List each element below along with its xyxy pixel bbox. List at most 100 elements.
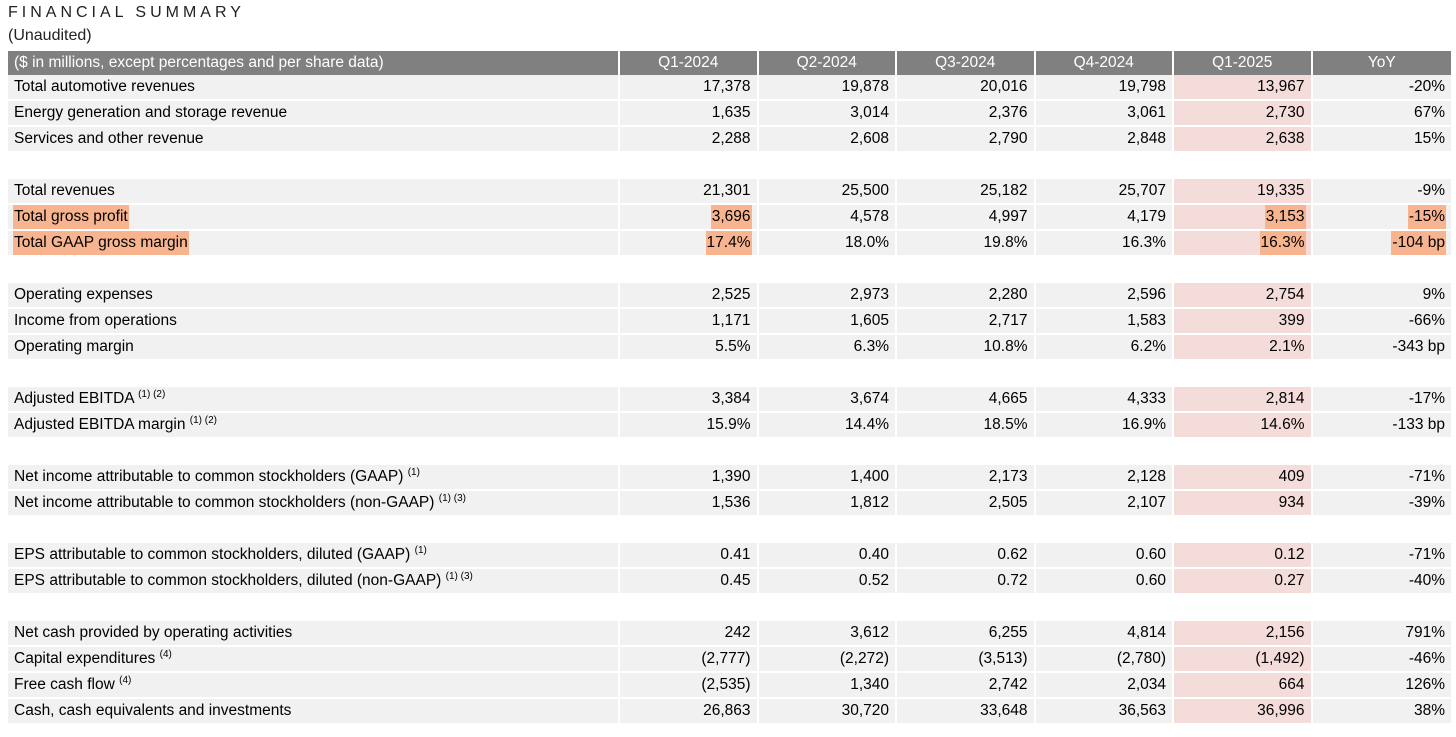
cell-value: 1,583: [1127, 312, 1166, 329]
header-yoy: YoY: [1312, 51, 1451, 75]
cell-value: 19,335: [1257, 182, 1305, 199]
row-label: Total revenues: [14, 182, 115, 199]
spacer-cell: [1035, 257, 1174, 283]
cell-value: 17.4%: [705, 231, 752, 255]
row-label: Net income attributable to common stockh…: [14, 468, 404, 485]
cell-value: 2,790: [988, 130, 1028, 147]
footnote-marker: (1) (3): [445, 570, 473, 582]
spacer-cell: [620, 153, 759, 179]
cell-value: 3,384: [711, 390, 751, 407]
row-label-cell: Adjusted EBITDA (1) (2): [8, 387, 620, 413]
cell-value: 38%: [1413, 702, 1445, 719]
cell-value: (2,272): [839, 650, 889, 667]
value-cell-q4-2024: 2,596: [1035, 283, 1174, 309]
cell-value: 4,814: [1127, 624, 1166, 641]
value-cell-q1-2024: 15.9%: [620, 413, 759, 439]
cell-value: 36,563: [1118, 702, 1166, 719]
value-cell-q3-2024: 18.5%: [897, 413, 1036, 439]
cell-value: 2,973: [850, 286, 889, 303]
cell-value: 15%: [1413, 130, 1445, 147]
cell-value: 14.6%: [1260, 416, 1305, 433]
value-cell-q2-2024: 2,608: [758, 127, 897, 153]
cell-value: 67%: [1413, 104, 1445, 121]
value-cell-q1-2024: 3,384: [620, 387, 759, 413]
row-label: Total automotive revenues: [14, 78, 195, 95]
spacer-cell: [1035, 153, 1174, 179]
value-cell-yoy: -46%: [1312, 647, 1451, 673]
table-row: Capital expenditures (4) (2,777) (2,272) (3…: [8, 647, 1451, 673]
cell-value: 21,301: [703, 182, 751, 199]
header-q1-2024: Q1-2024: [620, 51, 759, 75]
header-q4-2024: Q4-2024: [1035, 51, 1174, 75]
value-cell-q4-2024: 25,707: [1035, 179, 1174, 205]
cell-value: 16.9%: [1122, 416, 1166, 433]
cell-value: 2,288: [711, 130, 751, 147]
value-cell-q3-2024: 2,505: [897, 491, 1036, 517]
footnote-marker: (1) (3): [438, 492, 466, 504]
cell-value: 25,182: [980, 182, 1028, 199]
value-cell-q2-2024: 4,578: [758, 205, 897, 231]
spacer-cell: [1312, 439, 1451, 465]
cell-value: 26,863: [703, 702, 751, 719]
table-row: Total automotive revenues 17,378 19,878 20,…: [8, 75, 1451, 101]
cell-value: (2,777): [701, 650, 751, 667]
value-cell-q2-2024: 1,812: [758, 491, 897, 517]
footnote-marker: (1): [407, 466, 420, 478]
row-label-cell: Total gross profit: [8, 205, 620, 231]
row-label-cell: EPS attributable to common stockholders,…: [8, 569, 620, 595]
value-cell-q2-2024: 3,612: [758, 621, 897, 647]
row-label: Income from operations: [14, 312, 177, 329]
value-cell-yoy: 38%: [1312, 699, 1451, 725]
row-label-cell: Cash, cash equivalents and investments: [8, 699, 620, 725]
spacer-cell: [1174, 361, 1313, 387]
value-cell-yoy: -15%: [1312, 205, 1451, 231]
value-cell-yoy: -40%: [1312, 569, 1451, 595]
table-row: Net income attributable to common stockh…: [8, 465, 1451, 491]
value-cell-q1-2024: 2,288: [620, 127, 759, 153]
cell-value: 4,179: [1127, 208, 1166, 225]
cell-value: 0.27: [1274, 572, 1305, 589]
value-cell-q2-2024: 14.4%: [758, 413, 897, 439]
value-cell-q3-2024: 25,182: [897, 179, 1036, 205]
row-label: Services and other revenue: [14, 130, 204, 147]
cell-value: -15%: [1407, 205, 1446, 229]
value-cell-q2-2024: 19,878: [758, 75, 897, 101]
cell-value: 126%: [1405, 676, 1445, 693]
value-cell-q4-2024: 2,848: [1035, 127, 1174, 153]
footnote-marker: (1) (2): [189, 414, 217, 426]
cell-value: -343 bp: [1392, 338, 1445, 355]
cell-value: 0.62: [997, 546, 1028, 563]
cell-value: 791%: [1405, 624, 1445, 641]
cell-value: (1,492): [1255, 650, 1305, 667]
cell-value: 18.5%: [983, 416, 1028, 433]
row-label: Energy generation and storage revenue: [14, 104, 288, 121]
cell-value: 17,378: [703, 78, 751, 95]
value-cell-q1-2025: 2,638: [1174, 127, 1313, 153]
table-row: Operating expenses 2,525 2,973 2,280 2,596 2,…: [8, 283, 1451, 309]
value-cell-q1-2024: 1,390: [620, 465, 759, 491]
table-row: Cash, cash equivalents and investments 26…: [8, 699, 1451, 725]
cell-value: 3,061: [1127, 104, 1166, 121]
cell-value: 9%: [1422, 286, 1445, 303]
spacer-row: [8, 257, 1451, 283]
value-cell-q4-2024: 16.9%: [1035, 413, 1174, 439]
cell-value: (2,780): [1116, 650, 1166, 667]
value-cell-q4-2024: 1,583: [1035, 309, 1174, 335]
spacer-cell: [1035, 439, 1174, 465]
row-label-cell: Operating expenses: [8, 283, 620, 309]
cell-value: 2,608: [850, 130, 889, 147]
header-row: ($ in millions, except percentages and p…: [8, 51, 1451, 75]
cell-value: 33,648: [980, 702, 1028, 719]
footnote-marker: (4): [119, 674, 132, 686]
spacer-cell: [758, 257, 897, 283]
cell-value: 2,717: [988, 312, 1028, 329]
header-q2-2024: Q2-2024: [758, 51, 897, 75]
value-cell-q3-2024: 4,997: [897, 205, 1036, 231]
value-cell-q2-2024: 18.0%: [758, 231, 897, 257]
row-label: Free cash flow: [14, 676, 115, 693]
value-cell-q1-2025: 0.27: [1174, 569, 1313, 595]
value-cell-q1-2025: 19,335: [1174, 179, 1313, 205]
cell-value: 1,171: [711, 312, 751, 329]
value-cell-q4-2024: 2,034: [1035, 673, 1174, 699]
value-cell-yoy: -71%: [1312, 543, 1451, 569]
